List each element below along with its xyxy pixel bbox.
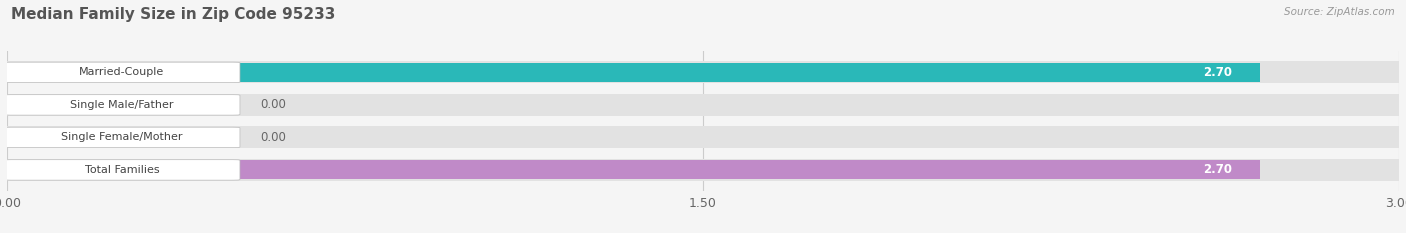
Bar [7,159,1399,181]
Text: 2.70: 2.70 [1204,163,1232,176]
Text: 0.00: 0.00 [260,98,285,111]
Text: Single Male/Father: Single Male/Father [70,100,173,110]
Text: Married-Couple: Married-Couple [79,67,165,77]
Bar [7,161,1260,179]
Text: 0.00: 0.00 [260,131,285,144]
FancyBboxPatch shape [4,160,240,180]
Bar [7,94,1399,116]
Text: 2.70: 2.70 [1204,66,1232,79]
Text: Source: ZipAtlas.com: Source: ZipAtlas.com [1284,7,1395,17]
FancyBboxPatch shape [4,127,240,148]
FancyBboxPatch shape [4,95,240,115]
Text: Median Family Size in Zip Code 95233: Median Family Size in Zip Code 95233 [11,7,336,22]
Text: Total Families: Total Families [84,165,159,175]
FancyBboxPatch shape [4,62,240,83]
Text: Single Female/Mother: Single Female/Mother [60,132,183,142]
Bar [7,61,1399,83]
Bar [7,63,1260,82]
Bar [7,126,1399,148]
